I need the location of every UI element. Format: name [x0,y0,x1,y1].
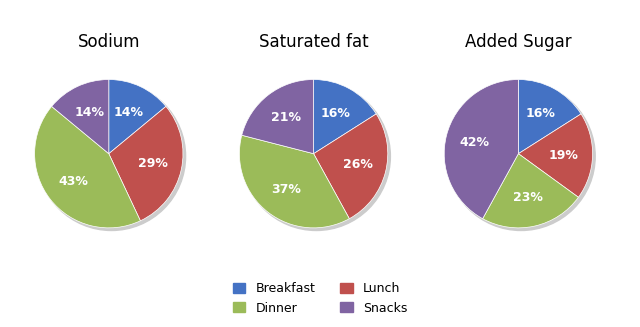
Wedge shape [314,114,388,219]
Wedge shape [109,79,166,154]
Title: Saturated fat: Saturated fat [259,33,369,51]
Wedge shape [52,79,109,154]
Wedge shape [518,114,593,197]
Circle shape [447,82,595,231]
Wedge shape [109,106,183,221]
Wedge shape [518,79,581,154]
Text: 21%: 21% [271,111,301,124]
Text: 16%: 16% [321,108,351,120]
Title: Added Sugar: Added Sugar [465,33,572,51]
Title: Sodium: Sodium [77,33,140,51]
Wedge shape [35,106,140,228]
Text: 42%: 42% [460,136,490,149]
Text: 14%: 14% [113,106,143,119]
Text: 29%: 29% [138,157,168,170]
Wedge shape [314,79,376,154]
Circle shape [242,82,390,231]
Wedge shape [483,154,579,228]
Legend: Breakfast, Dinner, Lunch, Snacks: Breakfast, Dinner, Lunch, Snacks [227,276,413,321]
Text: 16%: 16% [525,108,556,120]
Text: 14%: 14% [74,106,104,119]
Text: 37%: 37% [271,183,301,196]
Text: 23%: 23% [513,192,543,204]
Text: 43%: 43% [58,175,88,188]
Wedge shape [239,135,349,228]
Wedge shape [444,79,518,219]
Text: 26%: 26% [342,159,372,171]
Text: 19%: 19% [549,148,579,162]
Circle shape [37,82,186,231]
Wedge shape [242,79,314,154]
